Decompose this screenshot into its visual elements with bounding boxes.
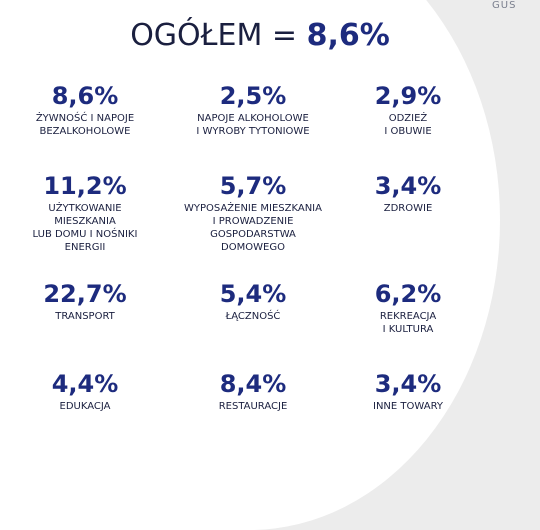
category-label: TRANSPORT <box>55 311 115 322</box>
category-value: 22,7% <box>43 280 127 308</box>
category-value: 5,7% <box>219 172 287 200</box>
category-value: 3,4% <box>374 172 442 200</box>
category-housing: 11,2% UŻYTKOWANIE MIESZKANIA LUB DOMU I … <box>0 172 170 254</box>
total-heading: OGÓŁEM = 8,6% <box>0 18 520 54</box>
background-panel <box>0 0 500 530</box>
category-value: 4,4% <box>51 370 119 398</box>
category-transport: 22,7% TRANSPORT <box>0 280 170 323</box>
category-clothing: 2,9% ODZIEŻ I OBUWIE <box>323 82 493 138</box>
category-health: 3,4% ZDROWIE <box>323 172 493 215</box>
category-label: UŻYTKOWANIE MIESZKANIA LUB DOMU I NOŚNIK… <box>32 203 138 253</box>
category-household: 5,7% WYPOSAŻENIE MIESZKANIA I PROWADZENI… <box>168 172 338 254</box>
category-label: ODZIEŻ I OBUWIE <box>384 113 432 137</box>
category-value: 2,9% <box>374 82 442 110</box>
category-label: ZDROWIE <box>383 203 433 214</box>
category-value: 5,4% <box>219 280 287 308</box>
category-label: REKREACJA I KULTURA <box>379 311 437 335</box>
category-value: 11,2% <box>43 172 127 200</box>
category-value: 2,5% <box>219 82 287 110</box>
category-recreation: 6,2% REKREACJA I KULTURA <box>323 280 493 336</box>
category-value: 8,6% <box>51 82 119 110</box>
category-label: NAPOJE ALKOHOLOWE I WYROBY TYTONIOWE <box>196 113 310 137</box>
total-value: 8,6% <box>306 18 390 53</box>
category-food: 8,6% ŻYWNOŚĆ I NAPOJE BEZALKOHOLOWE <box>0 82 170 138</box>
category-label: WYPOSAŻENIE MIESZKANIA I PROWADZENIE GOS… <box>184 203 322 253</box>
category-value: 6,2% <box>374 280 442 308</box>
category-alcohol-tobacco: 2,5% NAPOJE ALKOHOLOWE I WYROBY TYTONIOW… <box>168 82 338 138</box>
category-label: ŻYWNOŚĆ I NAPOJE BEZALKOHOLOWE <box>35 113 135 137</box>
source-label: GUS <box>492 0 517 11</box>
category-value: 3,4% <box>374 370 442 398</box>
category-value: 8,4% <box>219 370 287 398</box>
category-label: ŁĄCZNOŚĆ <box>225 311 281 322</box>
total-label: OGÓŁEM = <box>130 18 298 53</box>
category-communication: 5,4% ŁĄCZNOŚĆ <box>168 280 338 323</box>
